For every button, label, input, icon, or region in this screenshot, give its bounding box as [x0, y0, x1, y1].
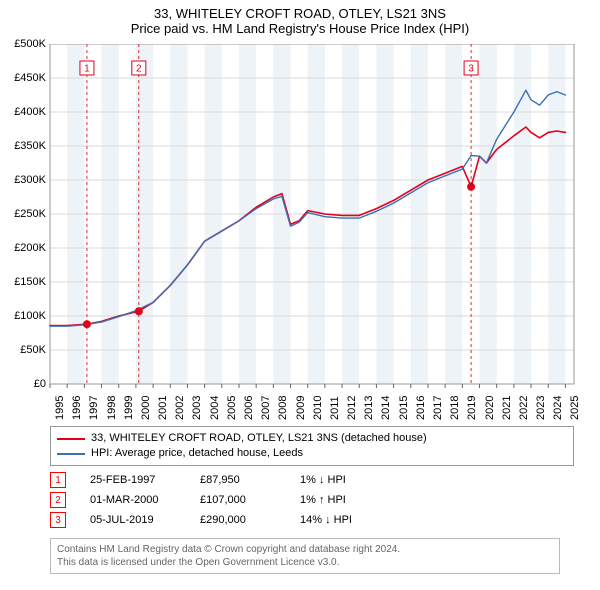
footer-line1: Contains HM Land Registry data © Crown c… — [57, 543, 553, 556]
x-axis-tick-label: 2019 — [466, 396, 478, 420]
x-axis-tick-label: 2024 — [552, 396, 564, 420]
event-date: 05-JUL-2019 — [90, 514, 200, 526]
x-axis-tick-label: 2011 — [329, 396, 341, 420]
y-axis-tick-label: £200K — [2, 242, 46, 254]
legend-label: HPI: Average price, detached house, Leed… — [91, 446, 303, 461]
event-date: 01-MAR-2000 — [90, 494, 200, 506]
y-axis-tick-label: £300K — [2, 174, 46, 186]
x-axis-tick-label: 1996 — [71, 396, 83, 420]
y-axis-tick-label: £100K — [2, 310, 46, 322]
chart-title: 33, WHITELEY CROFT ROAD, OTLEY, LS21 3NS… — [0, 0, 600, 36]
legend-row: HPI: Average price, detached house, Leed… — [57, 446, 567, 461]
legend: 33, WHITELEY CROFT ROAD, OTLEY, LS21 3NS… — [50, 426, 574, 466]
legend-row: 33, WHITELEY CROFT ROAD, OTLEY, LS21 3NS… — [57, 431, 567, 446]
x-axis-tick-label: 2023 — [535, 396, 547, 420]
svg-text:1: 1 — [84, 64, 90, 75]
event-delta: 1% ↑ HPI — [300, 494, 410, 506]
legend-swatch — [57, 453, 85, 455]
event-delta: 14% ↓ HPI — [300, 514, 410, 526]
chart-area: 1 2 3 £0 £50K £100K £150K £200K £250K £300K £350K… — [0, 44, 600, 429]
x-axis-tick-label: 2014 — [380, 396, 392, 420]
title-line2: Price paid vs. HM Land Registry's House … — [0, 21, 600, 36]
event-price: £290,000 — [200, 514, 300, 526]
x-axis-tick-label: 2022 — [518, 396, 530, 420]
svg-text:3: 3 — [468, 64, 474, 75]
x-axis-tick-label: 1999 — [123, 396, 135, 420]
x-axis-tick-label: 2006 — [243, 396, 255, 420]
y-axis-tick-label: £350K — [2, 140, 46, 152]
x-axis-tick-label: 2010 — [312, 396, 324, 420]
x-axis-tick-label: 2002 — [174, 396, 186, 420]
y-axis-tick-label: £450K — [2, 72, 46, 84]
x-axis-tick-label: 2001 — [157, 396, 169, 420]
x-axis-tick-label: 2000 — [140, 396, 152, 420]
event-badge: 2 — [50, 492, 66, 508]
x-axis-tick-label: 2008 — [277, 396, 289, 420]
x-axis-tick-label: 1998 — [106, 396, 118, 420]
legend-swatch — [57, 438, 85, 440]
event-row: 2 01-MAR-2000 £107,000 1% ↑ HPI — [50, 490, 410, 510]
x-axis-tick-label: 2025 — [569, 396, 581, 420]
y-axis-tick-label: £150K — [2, 276, 46, 288]
event-badge: 3 — [50, 512, 66, 528]
event-delta: 1% ↓ HPI — [300, 474, 410, 486]
y-axis-tick-label: £0 — [2, 378, 46, 390]
x-axis-tick-label: 1997 — [88, 396, 100, 420]
x-axis-tick-label: 2015 — [398, 396, 410, 420]
y-axis-tick-label: £500K — [2, 38, 46, 50]
attribution-footer: Contains HM Land Registry data © Crown c… — [50, 538, 560, 574]
x-axis-tick-label: 2009 — [295, 396, 307, 420]
x-axis-tick-label: 2017 — [432, 396, 444, 420]
legend-label: 33, WHITELEY CROFT ROAD, OTLEY, LS21 3NS… — [91, 431, 427, 446]
x-axis-tick-label: 2003 — [191, 396, 203, 420]
x-axis-tick-label: 1995 — [54, 396, 66, 420]
events-table: 1 25-FEB-1997 £87,950 1% ↓ HPI 2 01-MAR-… — [50, 470, 410, 530]
x-axis-tick-label: 2018 — [449, 396, 461, 420]
x-axis-tick-label: 2007 — [260, 396, 272, 420]
event-date: 25-FEB-1997 — [90, 474, 200, 486]
y-axis-tick-label: £250K — [2, 208, 46, 220]
y-axis-tick-label: £50K — [2, 344, 46, 356]
event-row: 1 25-FEB-1997 £87,950 1% ↓ HPI — [50, 470, 410, 490]
event-price: £87,950 — [200, 474, 300, 486]
x-axis-tick-label: 2012 — [346, 396, 358, 420]
event-price: £107,000 — [200, 494, 300, 506]
x-axis-tick-label: 2021 — [501, 396, 513, 420]
x-axis-tick-label: 2005 — [226, 396, 238, 420]
x-axis-tick-label: 2013 — [363, 396, 375, 420]
y-axis-tick-label: £400K — [2, 106, 46, 118]
footer-line2: This data is licensed under the Open Gov… — [57, 556, 553, 569]
x-axis-tick-label: 2016 — [415, 396, 427, 420]
title-line1: 33, WHITELEY CROFT ROAD, OTLEY, LS21 3NS — [0, 6, 600, 21]
event-row: 3 05-JUL-2019 £290,000 14% ↓ HPI — [50, 510, 410, 530]
event-badge: 1 — [50, 472, 66, 488]
line-chart-svg: 1 2 3 — [0, 44, 600, 424]
x-axis-tick-label: 2004 — [209, 396, 221, 420]
x-axis-tick-label: 2020 — [484, 396, 496, 420]
svg-text:2: 2 — [136, 64, 142, 75]
